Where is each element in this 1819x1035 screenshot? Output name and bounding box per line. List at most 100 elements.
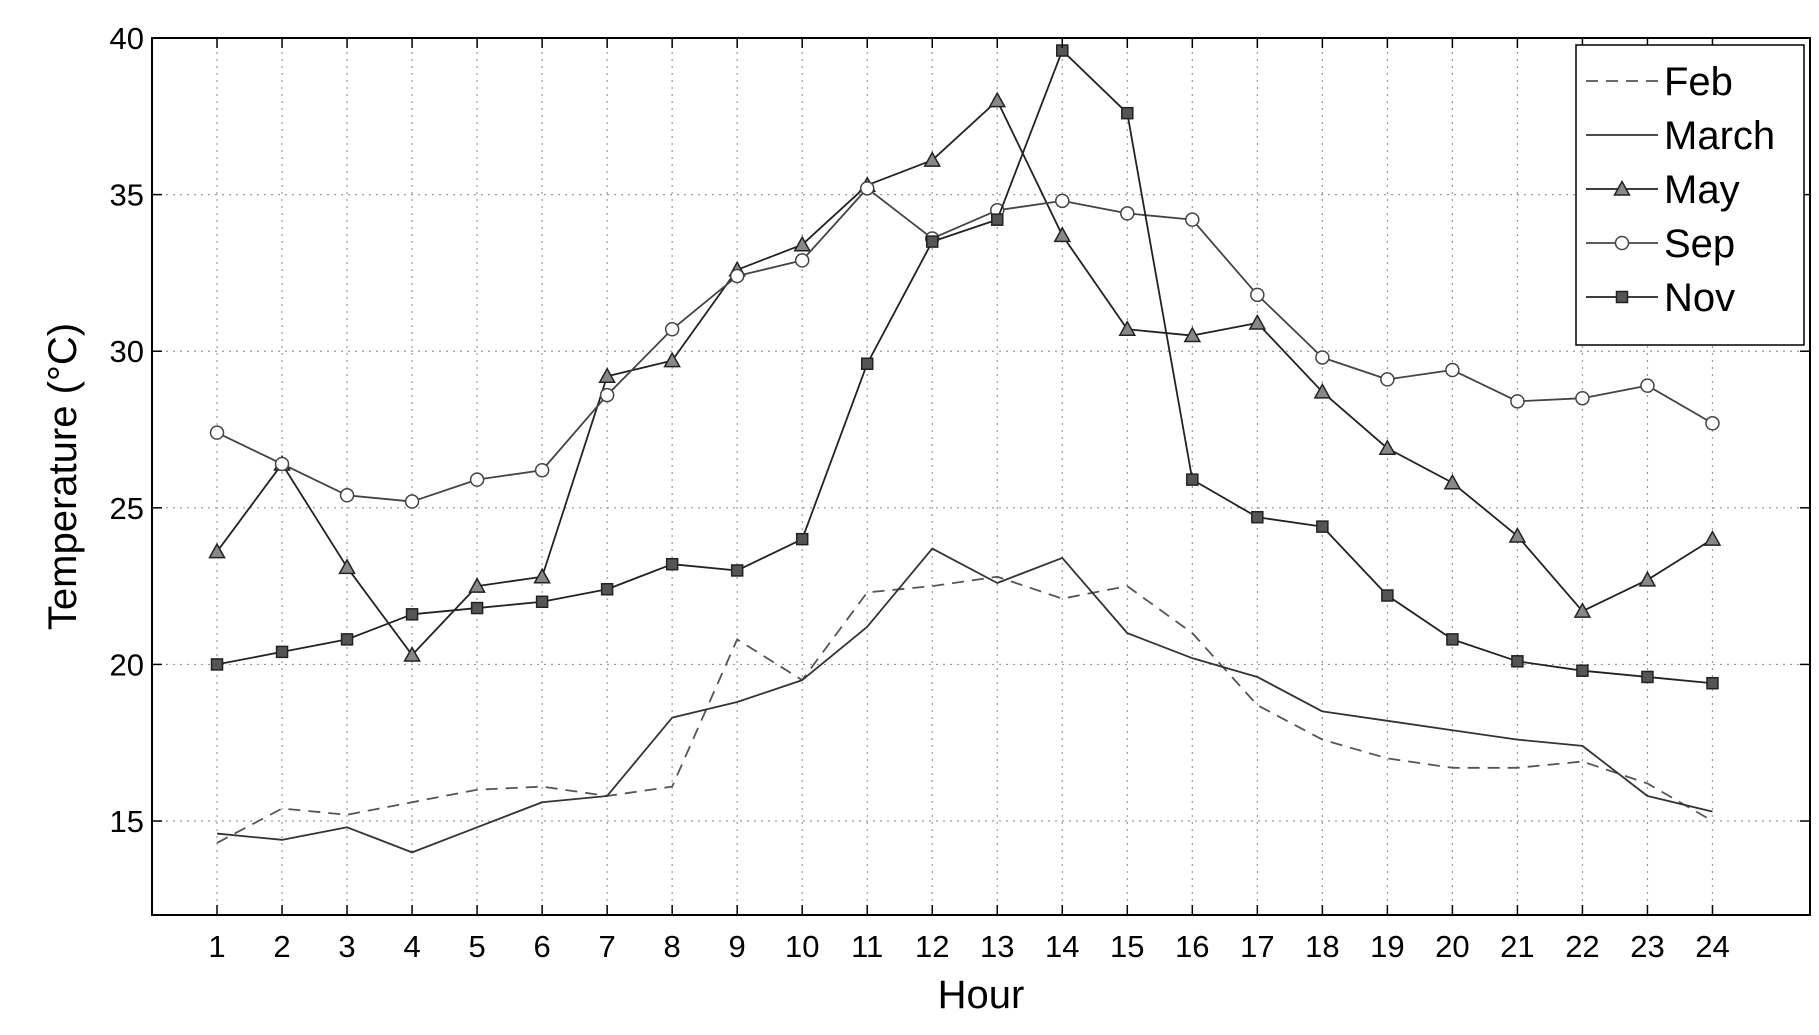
data-point-sep — [404, 494, 420, 509]
x-tick-label: 6 — [533, 929, 550, 964]
y-tick-label: 35 — [110, 178, 144, 213]
grid-lines — [152, 37, 1810, 915]
data-point-may — [598, 367, 616, 384]
data-point-sep — [859, 181, 875, 196]
data-point-sep — [1705, 416, 1720, 431]
data-point-may — [1313, 382, 1332, 399]
x-tick-label: 14 — [1045, 929, 1079, 964]
data-point-sep — [1120, 206, 1135, 221]
data-point-nov — [405, 608, 419, 621]
series-line-may — [216, 99, 1713, 656]
legend-label-feb: Feb — [1664, 60, 1733, 104]
series-line-march — [216, 547, 1713, 854]
data-point-sep — [1250, 287, 1265, 303]
data-point-nov — [860, 357, 874, 370]
data-point-sep — [534, 462, 550, 478]
y-tick-label: 40 — [110, 21, 144, 56]
x-tick-label: 12 — [915, 929, 949, 964]
data-point-nov — [795, 532, 809, 546]
data-point-nov — [1381, 589, 1394, 602]
x-tick-label: 3 — [338, 929, 355, 964]
legend-item-nov: Nov — [1586, 276, 1735, 320]
x-tick-label: 23 — [1630, 929, 1664, 964]
x-tick-label: 24 — [1695, 929, 1729, 964]
series-line-nov — [216, 49, 1713, 685]
data-point-sep — [1575, 390, 1590, 406]
series-line-feb — [216, 575, 1713, 844]
data-point-nov — [1446, 633, 1459, 646]
data-point-sep — [729, 268, 745, 284]
x-tick-label: 16 — [1175, 929, 1209, 964]
legend-item-march: March — [1586, 114, 1775, 158]
data-point-may — [1248, 313, 1267, 330]
data-point-sep — [274, 456, 290, 472]
x-tick-label: 9 — [729, 929, 746, 964]
data-point-nov — [1511, 655, 1524, 668]
data-point-may — [468, 577, 486, 593]
axis-ticks: 1 2 3 4 5 6 7 8 9 10 11 12 13 14 15 16 17 18 19 20 21 22 23 241… — [110, 21, 1810, 964]
data-point-may — [1573, 602, 1592, 618]
data-point-nov — [1641, 670, 1654, 684]
data-point-sep — [1380, 372, 1395, 387]
x-tick-label: 13 — [980, 929, 1014, 964]
data-point-may — [1053, 226, 1072, 243]
data-point-nov — [1121, 106, 1134, 120]
data-point-sep — [1185, 212, 1200, 227]
data-point-nov — [1251, 510, 1264, 524]
data-point-may — [1508, 526, 1527, 543]
data-point-may — [1703, 530, 1722, 546]
data-point-nov — [1316, 520, 1329, 533]
x-tick-label: 2 — [273, 929, 290, 964]
data-point-sep — [339, 488, 355, 503]
data-point-nov — [925, 235, 939, 248]
data-point-nov — [665, 557, 679, 571]
data-point-nov — [1706, 676, 1719, 690]
data-point-sep — [1445, 362, 1460, 378]
legend-marker-may — [1613, 179, 1631, 196]
data-point-nov — [275, 645, 289, 659]
data-point-may — [793, 235, 811, 252]
x-tick-label: 19 — [1370, 929, 1404, 964]
series-line-sep — [216, 187, 1713, 503]
data-point-sep — [209, 425, 225, 440]
x-tick-label: 18 — [1305, 929, 1339, 964]
data-point-may — [1638, 570, 1657, 587]
series-nov — [210, 44, 1719, 690]
y-axis-label: Temperature (°C) — [41, 323, 85, 630]
data-point-nov — [600, 583, 614, 596]
x-tick-label: 5 — [468, 929, 485, 964]
x-tick-label: 11 — [851, 929, 883, 964]
x-tick-label: 10 — [785, 929, 819, 964]
data-point-may — [1183, 326, 1202, 343]
x-tick-label: 20 — [1435, 929, 1469, 964]
series-march — [216, 547, 1713, 854]
legend-marker-nov — [1615, 290, 1629, 304]
legend: Feb March May Sep Nov — [1575, 44, 1805, 346]
data-point-may — [533, 567, 551, 584]
legend-item-feb: Feb — [1586, 60, 1733, 104]
data-point-may — [923, 151, 942, 167]
data-point-sep — [794, 253, 810, 268]
data-point-sep — [469, 472, 485, 487]
data-point-sep — [664, 322, 680, 337]
data-point-may — [338, 558, 356, 575]
series-lines — [208, 44, 1722, 854]
data-point-sep — [599, 387, 615, 403]
data-point-may — [1118, 320, 1137, 337]
data-point-nov — [470, 601, 484, 615]
y-tick-label: 20 — [110, 647, 144, 682]
data-point-may — [208, 542, 226, 559]
x-tick-label: 8 — [664, 929, 681, 964]
x-tick-label: 17 — [1240, 929, 1274, 964]
x-tick-label: 1 — [208, 929, 225, 964]
legend-label-nov: Nov — [1664, 276, 1735, 320]
legend-marker-sep — [1614, 235, 1630, 251]
x-tick-label: 21 — [1500, 929, 1534, 964]
legend-label-sep: Sep — [1664, 222, 1735, 266]
data-point-may — [988, 91, 1007, 108]
data-point-sep — [1640, 378, 1655, 393]
data-point-nov — [535, 595, 549, 609]
data-point-sep — [1315, 350, 1330, 365]
data-point-nov — [991, 213, 1004, 226]
